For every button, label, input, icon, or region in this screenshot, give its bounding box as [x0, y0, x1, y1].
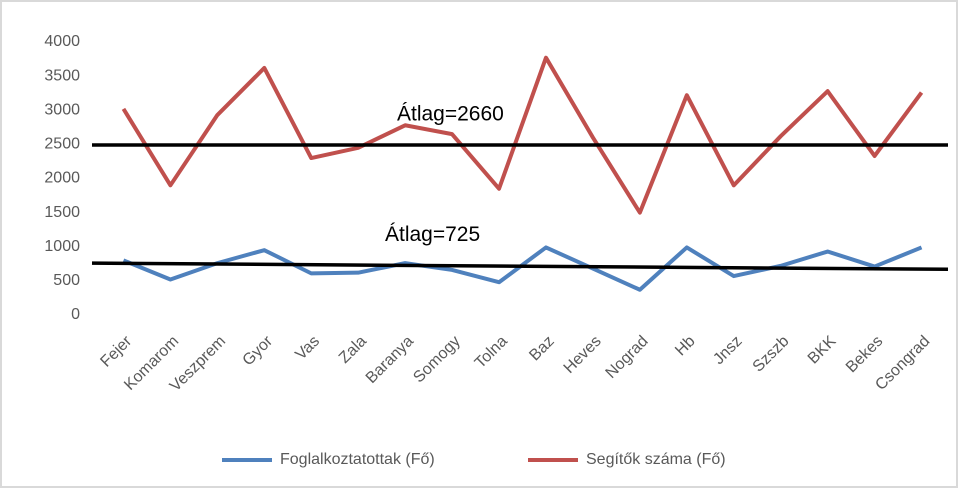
annotation: Átlag=2660	[397, 103, 504, 126]
x-tick-label: Baranya	[363, 333, 417, 387]
x-tick-label: Somogy	[410, 333, 464, 387]
x-tick-label: Fejer	[97, 332, 135, 370]
annotation: Átlag=725	[385, 223, 480, 246]
x-tick-label: Hb	[672, 333, 699, 360]
x-tick-label: BKK	[805, 333, 840, 368]
x-tick-label: Tolna	[472, 333, 511, 372]
x-tick-label: Jnsz	[710, 333, 745, 368]
x-tick-label: Heves	[561, 333, 605, 377]
series-line	[121, 55, 924, 215]
y-tick-label: 3500	[44, 67, 80, 84]
y-tick-label: 0	[71, 306, 80, 323]
legend-label: Segítők száma (Fő)	[586, 451, 726, 468]
x-tick-label: Baz	[526, 333, 558, 365]
y-tick-label: 1500	[44, 204, 80, 221]
y-tick-label: 3000	[44, 101, 80, 118]
y-tick-label: 500	[53, 272, 80, 289]
y-tick-label: 2000	[44, 170, 80, 187]
x-tick-label: Szszb	[750, 333, 793, 376]
x-tick-label: Zala	[336, 333, 370, 367]
x-tick-label: Gyor	[240, 332, 277, 369]
legend-label: Foglalkoztatottak (Fő)	[280, 451, 435, 468]
y-tick-label: 4000	[44, 33, 80, 50]
y-tick-label: 1000	[44, 238, 80, 255]
x-tick-label: Bekes	[843, 333, 886, 376]
x-tick-label: Vas	[292, 333, 323, 364]
average-line	[91, 261, 949, 272]
y-tick-label: 2500	[44, 136, 80, 153]
x-tick-label: Nograd	[603, 333, 652, 382]
